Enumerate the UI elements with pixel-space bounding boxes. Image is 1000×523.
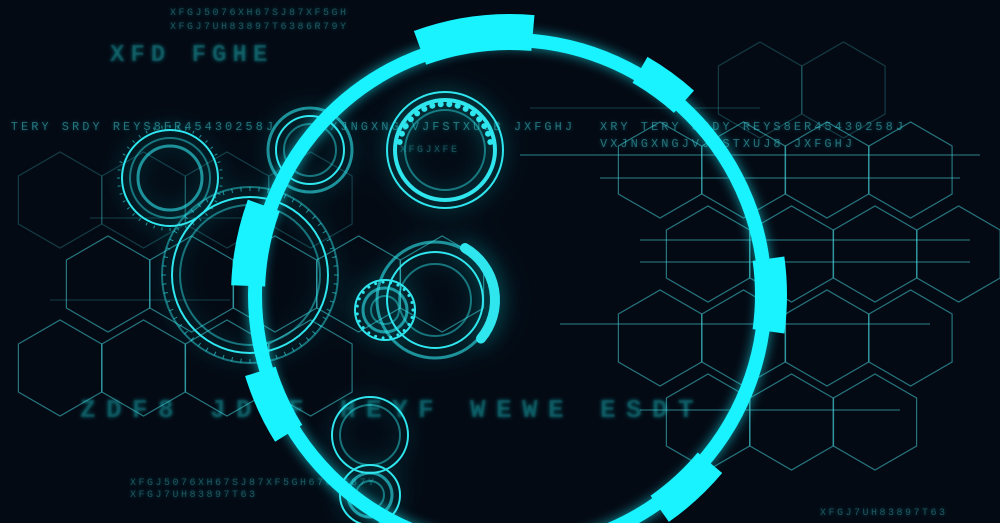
hud-stage: XFGJ5076XH67SJ87XF5GH XFGJ7UH83897T6386R7… xyxy=(0,0,1000,523)
hex-grid-layer xyxy=(0,0,1000,523)
bg-text-line: XFGJ7UH83897T6386R79Y xyxy=(170,22,349,33)
bg-text-line: XFGJ7UH83897T63 xyxy=(820,508,948,519)
bg-text-line: XFGJ5076XH67SJ87XF5GH xyxy=(170,8,349,19)
bg-text-line: VXJNGXNGJVJFSTXUJB JXFGHJ xyxy=(320,120,575,134)
bg-text-line: XFGJ5076XH67SJ87XF5GH67GHE87Y xyxy=(130,478,377,489)
main-reticle xyxy=(0,0,1000,523)
bg-text-line: ZDF8 JDHF HEYF WEWE ESDT xyxy=(80,395,704,425)
bg-text-line: XFD FGHE xyxy=(110,42,273,69)
bg-text-line: ZRY TERY SRDY REYS8ER45430258J xyxy=(0,120,276,134)
bg-text-line: XFGJXFE xyxy=(400,145,460,156)
bg-text-line: XRY TERY SRDY REYS8ER45430258J xyxy=(600,120,906,134)
hud-circles-layer xyxy=(0,0,1000,523)
bg-text-line: VXJNGXNGJVJFSTXUJ8 JXFGHJ xyxy=(600,137,855,151)
bg-text-line: XFGJ7UH83897T63 xyxy=(130,490,258,501)
